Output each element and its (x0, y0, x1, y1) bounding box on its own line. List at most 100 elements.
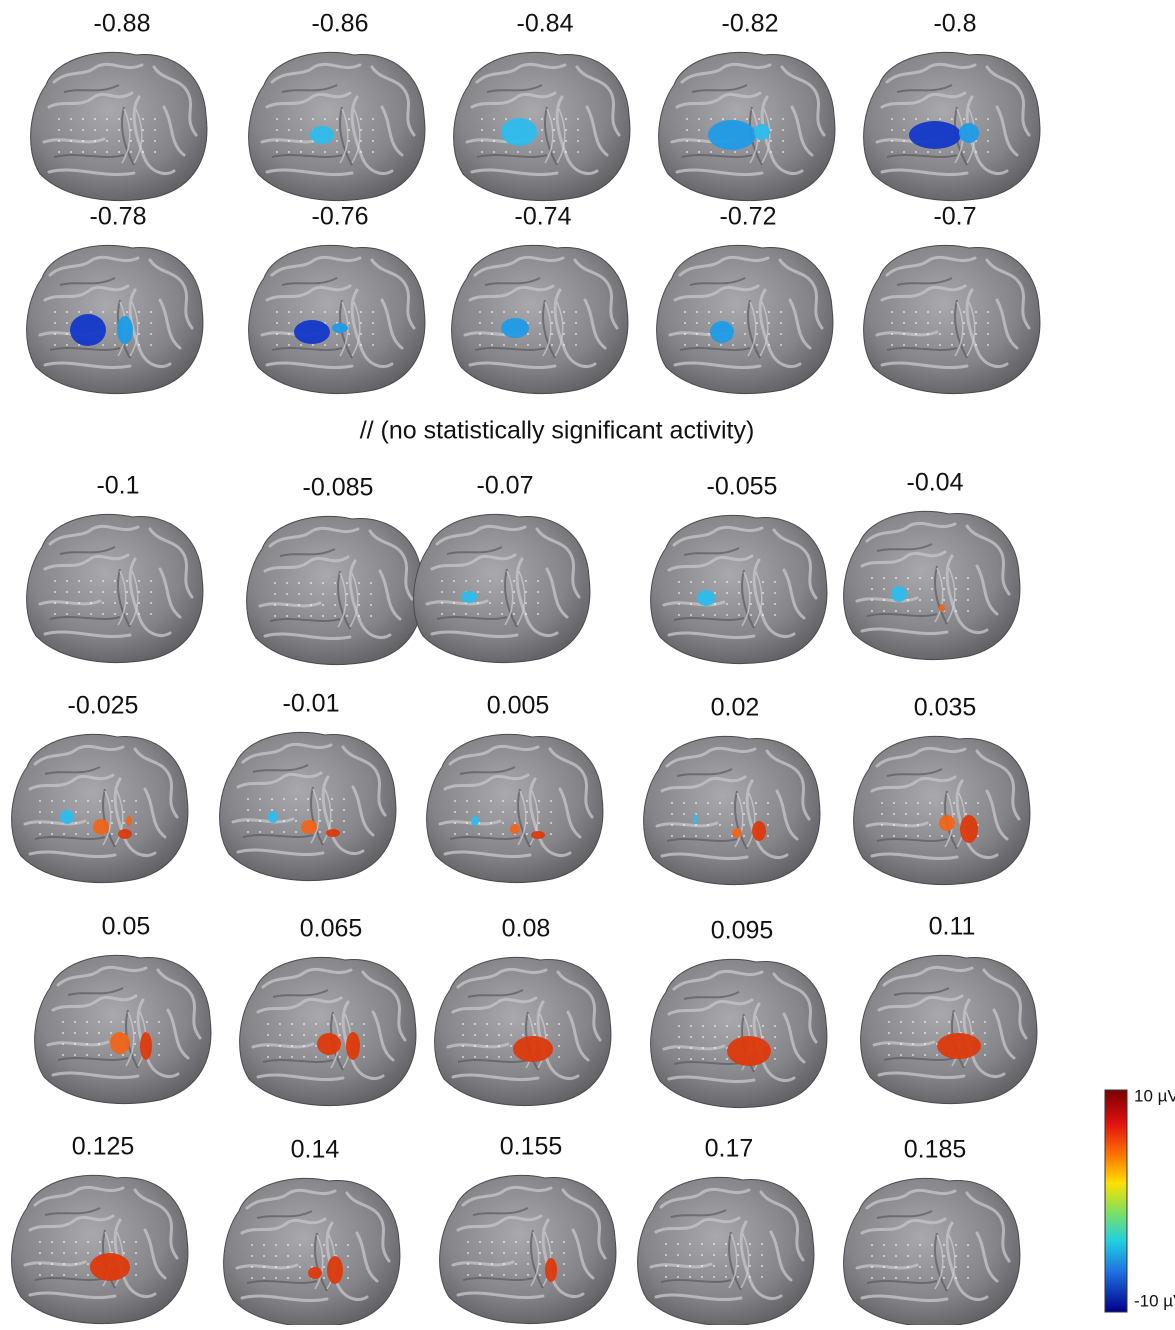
brain-panel (247, 50, 427, 202)
activation-patch (960, 815, 978, 843)
activation-patch (697, 590, 715, 606)
brain (642, 734, 822, 886)
brain (452, 50, 632, 202)
note: // (no statistically significant activit… (360, 417, 755, 445)
brain (649, 513, 829, 665)
activation-patch (110, 1032, 130, 1054)
brain-panel (852, 734, 1032, 886)
activation-patch (118, 829, 132, 839)
activation-patch (909, 121, 961, 149)
activation-patch (937, 1033, 981, 1059)
activation-patch (301, 820, 317, 834)
colorbar-max-label: 10 µV (1134, 1086, 1175, 1105)
activation-patch (308, 1267, 322, 1279)
time-label: -0.78 (90, 203, 147, 231)
time-label: 0.05 (102, 913, 151, 941)
activation-patch (501, 118, 537, 146)
activation-patch (70, 314, 106, 346)
brain-panel (412, 512, 592, 664)
brain (222, 1176, 402, 1328)
time-label: 0.005 (487, 692, 550, 720)
activation-patch (117, 316, 133, 344)
brain-panel (10, 732, 190, 884)
brain-panel (222, 1176, 402, 1328)
brain-panel (862, 50, 1042, 202)
brain-panel (642, 734, 822, 886)
time-label: 0.11 (929, 913, 976, 941)
activation-patch (90, 1253, 130, 1281)
brain-panel (433, 955, 613, 1107)
activation-patch (727, 1036, 771, 1066)
activation-patch (754, 124, 770, 140)
activation-patch (708, 120, 756, 150)
brain (238, 955, 418, 1107)
activation-patch (939, 815, 955, 831)
brain-panel (33, 953, 213, 1105)
time-label: 0.065 (300, 915, 363, 943)
time-label: -0.1 (96, 472, 139, 500)
brain-panel (247, 243, 427, 395)
time-label: 0.125 (72, 1133, 135, 1161)
time-label: -0.86 (312, 10, 369, 38)
activation-patch (317, 1033, 341, 1055)
brain (842, 509, 1022, 661)
brain-panel (859, 953, 1039, 1105)
time-label: -0.74 (515, 203, 572, 231)
brain (218, 730, 398, 882)
time-label: -0.025 (68, 692, 139, 720)
time-label: 0.155 (500, 1133, 563, 1161)
activation-patch (332, 323, 348, 333)
activation-patch (513, 1036, 553, 1062)
brain-panel (452, 50, 632, 202)
activation-patch (327, 1256, 343, 1284)
brain-panel (649, 957, 829, 1109)
activation-patch (471, 816, 479, 826)
activation-patch (326, 829, 340, 837)
brain-panel (450, 243, 630, 395)
activation-patch (501, 318, 529, 338)
activation-patch (60, 810, 74, 824)
activation-patch (939, 604, 945, 612)
brain-panel (25, 243, 205, 395)
brain-panel (862, 243, 1042, 395)
brain (25, 512, 205, 664)
brain-panel (425, 732, 605, 884)
brain (852, 734, 1032, 886)
activation-patch (545, 1258, 557, 1282)
activation-patch (461, 591, 477, 603)
colorbar (1104, 1089, 1128, 1313)
brain (10, 732, 190, 884)
brain (636, 1175, 816, 1327)
brain-panel (649, 513, 829, 665)
brain (247, 50, 427, 202)
time-label: -0.72 (720, 203, 777, 231)
time-label: -0.04 (907, 469, 964, 497)
brain-panel (655, 243, 835, 395)
brain (29, 50, 209, 202)
time-label: -0.055 (707, 473, 778, 501)
time-label: -0.88 (94, 10, 151, 38)
brain (10, 1173, 190, 1325)
brain (438, 1173, 618, 1325)
brain-panel (842, 1176, 1022, 1328)
brain-panel (218, 730, 398, 882)
activation-patch (959, 123, 979, 143)
brain-panel (238, 955, 418, 1107)
activation-patch (346, 1032, 360, 1060)
time-label: -0.07 (477, 472, 534, 500)
time-label: 0.08 (502, 915, 551, 943)
brain-panel (29, 50, 209, 202)
time-label: -0.7 (933, 203, 976, 231)
activation-patch (510, 824, 520, 834)
brain-panel (438, 1173, 618, 1325)
activation-patch (310, 126, 334, 144)
activation-patch (531, 831, 545, 839)
brain-panel (636, 1175, 816, 1327)
colorbar-min-label: -10 µV (1134, 1291, 1175, 1310)
time-label: 0.14 (291, 1136, 340, 1164)
brain (842, 1176, 1022, 1328)
activation-patch (140, 1032, 152, 1060)
brain (649, 957, 829, 1109)
time-label: -0.01 (283, 690, 340, 718)
time-label: -0.8 (933, 10, 976, 38)
